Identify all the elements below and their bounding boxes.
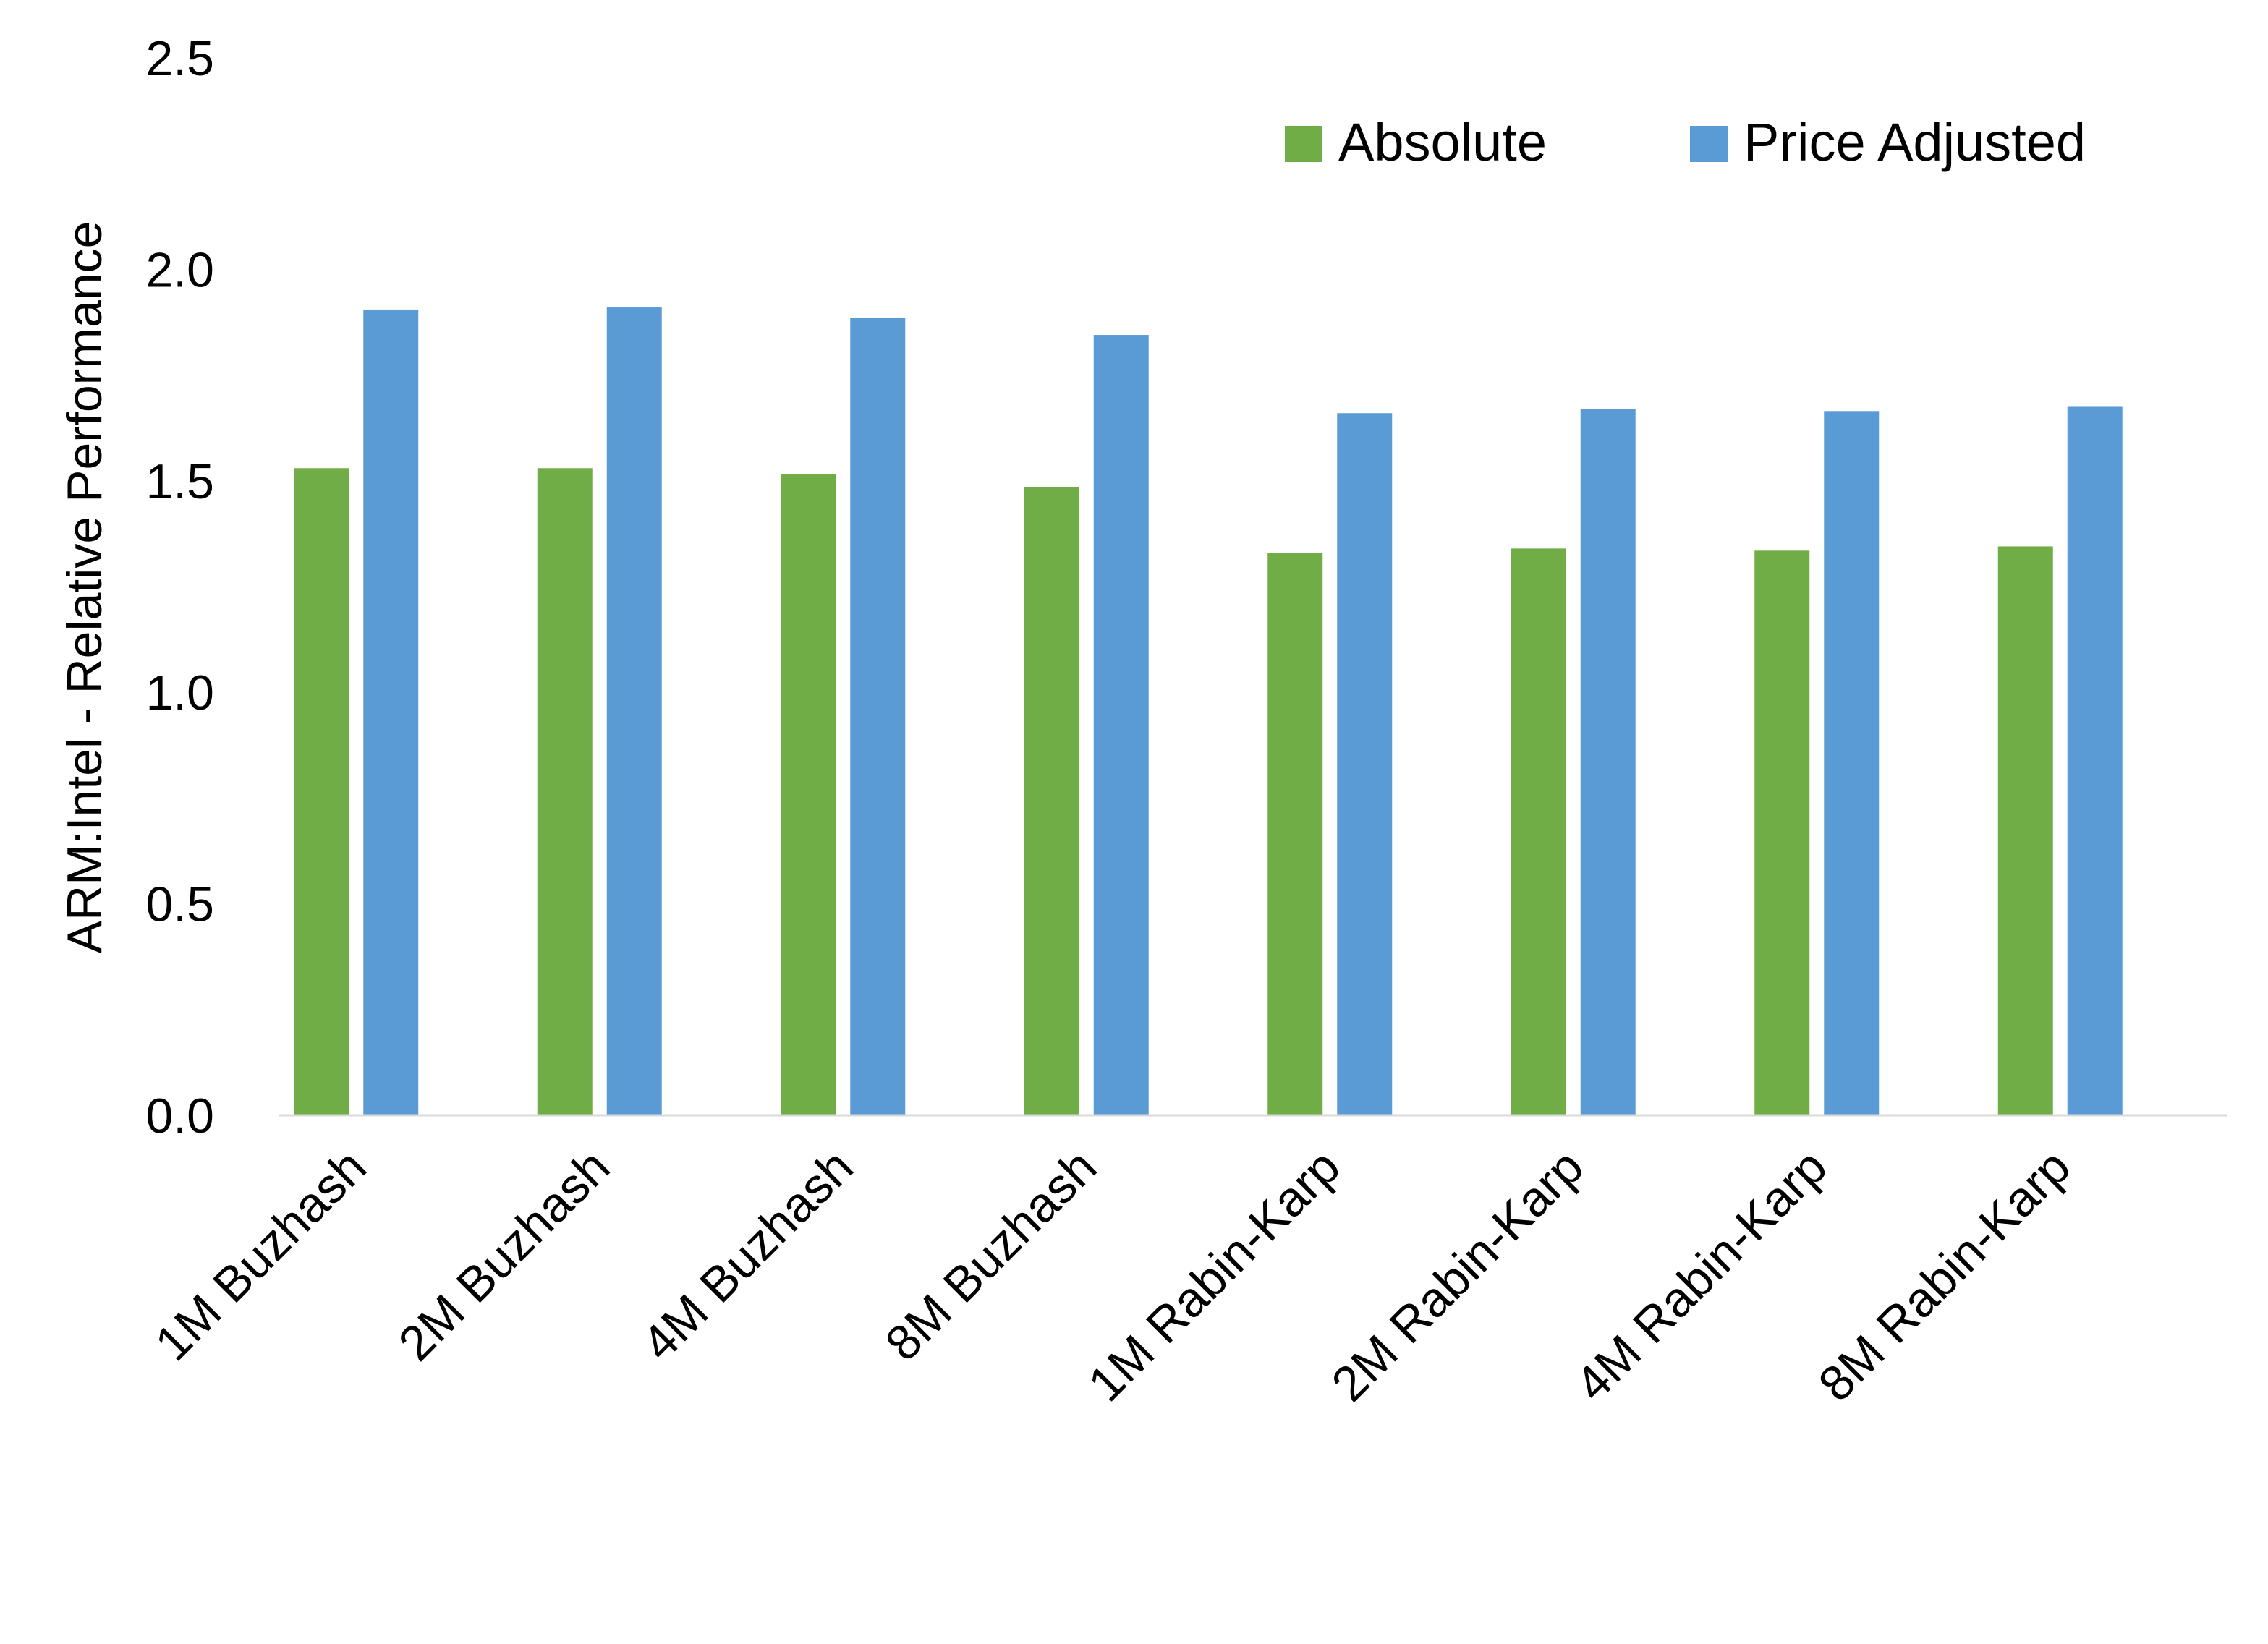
bar-price-adjusted bbox=[2067, 406, 2123, 1115]
x-tick-label: 1M Rabin-Karp bbox=[1078, 1139, 1351, 1412]
bar-price-adjusted bbox=[1580, 409, 1636, 1115]
bar-absolute bbox=[1267, 553, 1323, 1115]
bar-absolute bbox=[781, 474, 836, 1115]
y-axis-label: ARM:Intel - Relative Performance bbox=[57, 221, 112, 954]
x-tick-label: 2M Buzhash bbox=[388, 1139, 620, 1371]
legend-label-price-adjusted: Price Adjusted bbox=[1744, 112, 2086, 172]
bar-absolute bbox=[294, 468, 349, 1115]
bar-price-adjusted bbox=[1824, 411, 1880, 1115]
x-axis-labels: 1M Buzhash 2M Buzhash 4M Buzhash 8M Buzhash… bbox=[145, 1139, 2081, 1412]
bars bbox=[294, 307, 2123, 1116]
x-tick-label: 4M Buzhash bbox=[632, 1139, 864, 1371]
bar-absolute bbox=[537, 468, 593, 1115]
y-tick-label: 2.5 bbox=[145, 31, 214, 86]
bar-absolute bbox=[1754, 550, 1810, 1115]
x-tick-label: 8M Rabin-Karp bbox=[1808, 1139, 2081, 1412]
bar-absolute bbox=[1511, 548, 1566, 1115]
legend: Absolute Price Adjusted bbox=[1285, 112, 2086, 172]
bar-price-adjusted bbox=[850, 318, 906, 1116]
y-tick-label: 0.5 bbox=[145, 877, 214, 932]
bar-price-adjusted bbox=[1337, 413, 1393, 1115]
x-tick-label: 1M Buzhash bbox=[145, 1139, 377, 1371]
legend-swatch-price-adjusted bbox=[1690, 126, 1728, 162]
y-tick-label: 2.0 bbox=[145, 242, 214, 297]
bar-absolute bbox=[1997, 546, 2053, 1115]
x-tick-label: 4M Rabin-Karp bbox=[1565, 1139, 1838, 1412]
bar-price-adjusted bbox=[1093, 335, 1149, 1116]
y-tick-label: 1.5 bbox=[145, 454, 214, 509]
x-tick-label: 8M Buzhash bbox=[875, 1139, 1107, 1371]
legend-swatch-absolute bbox=[1285, 126, 1322, 162]
y-axis-ticks: 0.0 0.5 1.0 1.5 2.0 2.5 bbox=[145, 31, 214, 1143]
legend-label-absolute: Absolute bbox=[1338, 112, 1547, 172]
bar-absolute bbox=[1024, 487, 1079, 1115]
x-tick-label: 2M Rabin-Karp bbox=[1321, 1139, 1594, 1412]
y-tick-label: 1.0 bbox=[145, 665, 214, 720]
y-tick-label: 0.0 bbox=[145, 1089, 214, 1143]
bar-price-adjusted bbox=[363, 309, 419, 1115]
bar-price-adjusted bbox=[606, 307, 662, 1116]
